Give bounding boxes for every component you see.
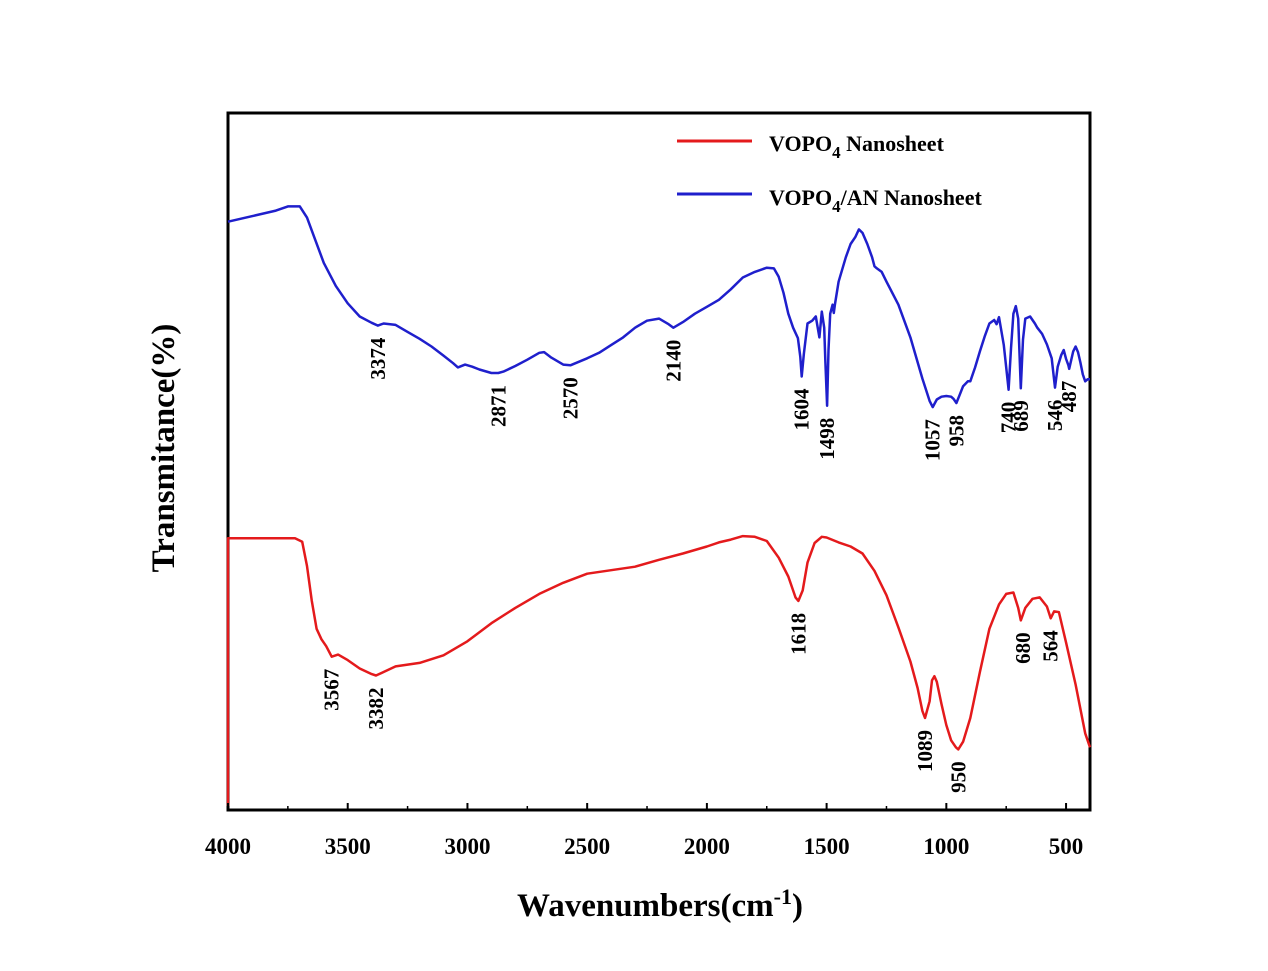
series-line-vopo4-an <box>227 205 1090 409</box>
peak-label: 958 <box>944 415 968 447</box>
x-tick-label: 3500 <box>325 834 371 859</box>
peak-label: 680 <box>1011 632 1035 664</box>
x-tick-label: 500 <box>1049 834 1084 859</box>
peak-label: 546 <box>1043 400 1067 432</box>
peak-label: 2140 <box>661 340 685 382</box>
peak-label: 3374 <box>366 337 390 380</box>
x-axis-ticks: 4000 3500 3000 2500 2000 1500 1000 500 <box>205 803 1083 859</box>
peak-label: 2570 <box>558 377 582 419</box>
x-tick-label: 2000 <box>684 834 730 859</box>
legend-label-vopo4: VOPO4 Nanosheet <box>769 131 945 162</box>
legend: VOPO4 Nanosheet VOPO4/AN Nanosheet <box>677 131 982 216</box>
peak-label: 487 <box>1057 381 1081 413</box>
x-axis-title: Wavenumbers(cm-1) <box>517 884 803 924</box>
y-axis-title: Transmitance(%) <box>146 324 182 573</box>
x-tick-label: 3000 <box>444 834 490 859</box>
legend-label-vopo4-an: VOPO4/AN Nanosheet <box>769 185 982 216</box>
peak-label: 1618 <box>786 613 810 655</box>
x-tick-label: 1000 <box>923 834 969 859</box>
peak-label: 950 <box>946 761 970 793</box>
peak-label: 1498 <box>815 418 839 460</box>
plot-frame <box>226 111 1092 812</box>
peak-label: 2871 <box>486 385 510 427</box>
peak-label: 740 <box>997 402 1021 434</box>
peak-label: 1057 <box>921 419 945 461</box>
peak-label: 3382 <box>364 688 388 730</box>
x-tick-label: 2500 <box>564 834 610 859</box>
peak-label: 1604 <box>790 388 814 431</box>
peak-label: 689 <box>1009 400 1033 432</box>
x-tick-label: 4000 <box>205 834 251 859</box>
peak-label: 3567 <box>320 669 344 711</box>
x-tick-label: 1500 <box>804 834 850 859</box>
peak-label: 564 <box>1039 630 1063 662</box>
series-layer <box>226 205 1092 806</box>
peak-label: 1089 <box>913 730 937 772</box>
series-line-vopo4 <box>226 534 1092 806</box>
